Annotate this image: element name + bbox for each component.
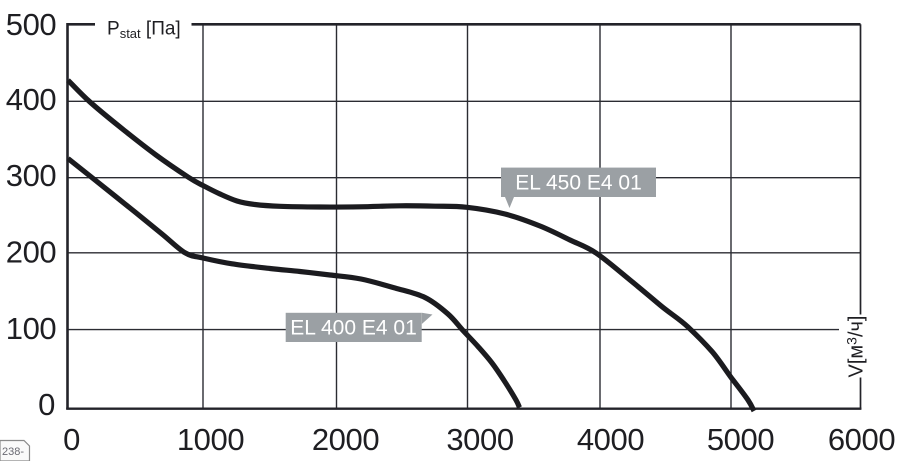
svg-text:3000: 3000 [446,422,514,457]
svg-text:100: 100 [6,311,57,346]
svg-text:1000: 1000 [177,422,245,457]
svg-text:0: 0 [38,387,55,422]
svg-text:400: 400 [6,82,57,117]
svg-text:EL 400 E4 01: EL 400 E4 01 [290,317,417,340]
svg-text:5000: 5000 [707,422,775,457]
svg-text:500: 500 [6,7,57,42]
svg-text:6000: 6000 [828,422,896,457]
svg-text:300: 300 [6,158,57,193]
svg-text:200: 200 [6,235,57,270]
svg-text:238-: 238- [2,446,24,458]
svg-text:0: 0 [63,422,80,457]
svg-text:Pstat [Па]: Pstat [Па] [107,18,181,41]
svg-text:4000: 4000 [577,422,645,457]
svg-text:EL 450 E4 01: EL 450 E4 01 [515,172,642,195]
svg-text:2000: 2000 [312,422,380,457]
svg-text:V[м3/ч]: V[м3/ч] [844,316,868,378]
